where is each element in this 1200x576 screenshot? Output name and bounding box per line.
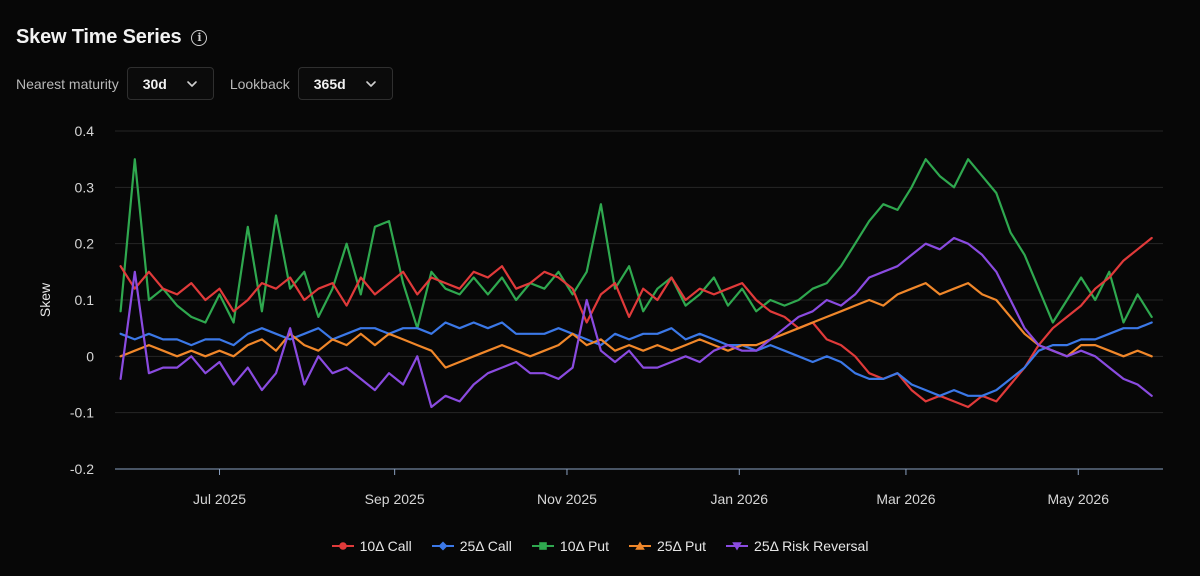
maturity-label: Nearest maturity	[16, 75, 119, 92]
lookback-value: 365d	[313, 75, 346, 92]
x-tick-label: Sep 2025	[365, 491, 425, 507]
lookback-select[interactable]: 365d	[297, 67, 393, 100]
legend-marker-icon	[628, 541, 651, 550]
legend-item[interactable]: 25Δ Put	[628, 538, 707, 554]
info-icon[interactable]: i	[191, 29, 208, 46]
lookback-label: Lookback	[229, 75, 290, 92]
x-tick-label: Jul 2025	[193, 491, 246, 507]
maturity-value: 30d	[142, 75, 167, 92]
y-axis-label: Skew	[37, 282, 53, 317]
chart-legend: 10Δ Call 25Δ Call 10Δ Put 25Δ Put 25Δ Risk R…	[0, 538, 1200, 554]
chart-controls: Nearest maturity 30d Lookback 365d	[16, 67, 409, 100]
chevron-down-icon	[187, 80, 197, 87]
legend-label: 10Δ Put	[559, 538, 609, 554]
page-title: Skew Time Series	[16, 26, 182, 48]
legend-item[interactable]: 25Δ Call	[431, 538, 512, 554]
y-axis-ticks: 0.4 0.3 0.2 0.1 0 -0.1 -0.2	[70, 123, 94, 477]
chevron-down-icon	[365, 80, 376, 87]
y-tick-label: -0.1	[70, 405, 94, 421]
x-tick-label: Mar 2026	[876, 491, 935, 507]
series-line	[119, 282, 1153, 369]
y-tick-label: 0.1	[75, 292, 95, 308]
series-line	[119, 158, 1153, 330]
legend-marker-icon	[331, 542, 354, 550]
y-tick-label: 0	[86, 348, 94, 364]
x-axis: Jul 2025 Sep 2025 Nov 2025 Jan 2026 Mar 2026…	[193, 469, 1109, 507]
x-tick-label: Nov 2025	[537, 491, 597, 507]
y-tick-label: 0.4	[75, 123, 95, 139]
legend-item[interactable]: 10Δ Call	[331, 538, 412, 554]
x-tick-label: Jan 2026	[710, 491, 768, 507]
legend-marker-icon	[531, 542, 554, 550]
legend-label: 25Δ Call	[459, 538, 512, 554]
y-tick-label: 0.3	[75, 179, 95, 195]
y-tick-label: 0.2	[75, 236, 95, 252]
maturity-select[interactable]: 30d	[126, 67, 214, 100]
series-lines	[119, 158, 1153, 409]
x-tick-label: May 2026	[1048, 491, 1110, 507]
legend-marker-icon	[726, 542, 749, 551]
legend-item[interactable]: 10Δ Put	[531, 538, 609, 554]
legend-label: 10Δ Call	[359, 538, 412, 554]
legend-label: 25Δ Put	[656, 538, 707, 554]
legend-item[interactable]: 25Δ Risk Reversal	[726, 538, 868, 554]
legend-marker-icon	[431, 541, 454, 551]
series-line	[119, 236, 1153, 409]
series-line	[119, 236, 1153, 409]
y-tick-label: -0.2	[70, 461, 94, 477]
legend-label: 25Δ Risk Reversal	[754, 538, 869, 554]
